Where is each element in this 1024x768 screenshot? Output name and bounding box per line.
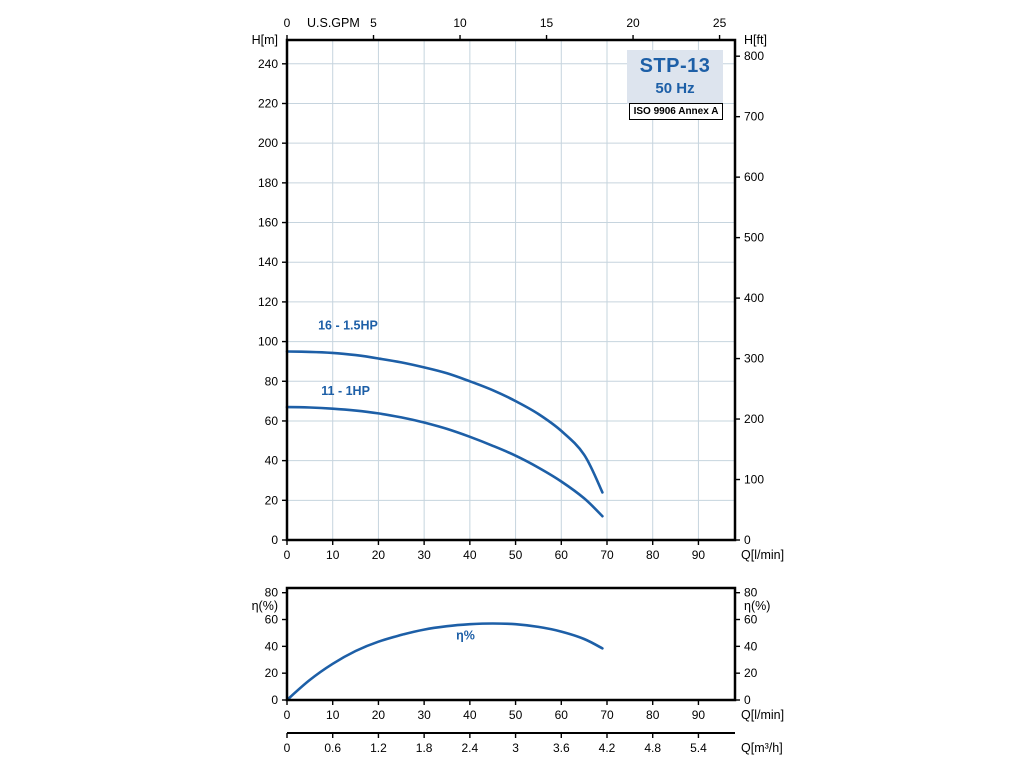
curve-label: 16 - 1.5HP	[318, 319, 378, 333]
title-box: STP-13 50 Hz	[627, 50, 723, 104]
x-tick-label: 60	[555, 548, 569, 562]
x-tick-label: 90	[692, 708, 706, 722]
curve-label: η%	[456, 629, 475, 643]
frequency-label: 50 Hz	[655, 80, 695, 97]
x-tick-label: 30	[417, 548, 431, 562]
right-tick-label: 100	[744, 473, 764, 487]
m3h-tick-label: 1.8	[416, 741, 433, 755]
eta-tick-label: 0	[271, 693, 278, 707]
y-tick-label: 100	[258, 335, 278, 349]
m3h-tick-label: 4.2	[599, 741, 616, 755]
m3h-tick-label: 5.4	[690, 741, 707, 755]
x-tick-label: 0	[284, 548, 291, 562]
y-tick-label: 120	[258, 295, 278, 309]
y-tick-label: 220	[258, 96, 278, 110]
right-tick-label: 300	[744, 352, 764, 366]
eta-tick-label: 20	[744, 666, 758, 680]
m3h-axis-label: Q[m³/h]	[741, 741, 783, 755]
eta-tick-label: 40	[265, 639, 279, 653]
right-tick-label: 800	[744, 49, 764, 63]
x-tick-label: 70	[600, 548, 614, 562]
pump-model-label: STP-13	[639, 55, 711, 77]
x-tick-label: 20	[372, 708, 386, 722]
main-chart-border	[285, 38, 737, 542]
x-axis-label: Q[l/min]	[741, 548, 784, 562]
x-tick-label: 80	[646, 548, 660, 562]
x-axis-label: Q[l/min]	[741, 708, 784, 722]
curve-16 - 1.5HP	[285, 350, 604, 494]
x-tick-label: 60	[555, 708, 569, 722]
eta-tick-label: 60	[744, 613, 758, 627]
top-tick-label: 15	[540, 16, 554, 30]
y-axis-label: H[m]	[252, 33, 278, 47]
x-tick-label: 40	[463, 708, 477, 722]
eta-tick-label: 20	[265, 666, 279, 680]
iso-standard-label: ISO 9906 Annex A	[629, 103, 723, 120]
y-tick-label: 200	[258, 136, 278, 150]
m3h-tick-label: 3.6	[553, 741, 570, 755]
y-tick-label: 160	[258, 216, 278, 230]
eta-axis-label: η(%)	[744, 599, 770, 613]
m3h-tick-label: 2.4	[462, 741, 479, 755]
efficiency-chart-border	[285, 586, 737, 702]
eta-tick-label: 80	[265, 586, 279, 600]
eta-tick-label: 60	[265, 613, 279, 627]
x-tick-label: 40	[463, 548, 477, 562]
y-tick-label: 20	[265, 493, 279, 507]
m3h-tick-label: 3	[512, 741, 519, 755]
top-tick-label: 10	[453, 16, 467, 30]
top-tick-label: 20	[626, 16, 640, 30]
top-axis-label: U.S.GPM	[307, 16, 360, 30]
y-tick-label: 140	[258, 255, 278, 269]
y-tick-label: 80	[265, 374, 279, 388]
x-tick-label: 0	[284, 708, 291, 722]
right-tick-label: 400	[744, 291, 764, 305]
eta-tick-label: 40	[744, 639, 758, 653]
x-tick-label: 10	[326, 548, 340, 562]
x-tick-label: 20	[372, 548, 386, 562]
top-tick-label: 5	[370, 16, 377, 30]
x-tick-label: 30	[417, 708, 431, 722]
x-tick-label: 50	[509, 708, 523, 722]
top-tick-label: 0	[284, 16, 291, 30]
y-tick-label: 240	[258, 57, 278, 71]
right-tick-label: 500	[744, 231, 764, 245]
m3h-tick-label: 4.8	[644, 741, 661, 755]
right-tick-label: 200	[744, 412, 764, 426]
y-tick-label: 40	[265, 454, 279, 468]
m3h-tick-label: 1.2	[370, 741, 387, 755]
y-tick-label: 60	[265, 414, 279, 428]
right-tick-label: 0	[744, 533, 751, 547]
right-tick-label: 600	[744, 170, 764, 184]
curve-label: 11 - 1HP	[321, 384, 370, 398]
curve-11 - 1HP	[285, 405, 604, 518]
right-tick-label: 700	[744, 110, 764, 124]
x-tick-label: 80	[646, 708, 660, 722]
x-tick-label: 10	[326, 708, 340, 722]
top-tick-label: 25	[713, 16, 727, 30]
x-tick-label: 90	[692, 548, 706, 562]
eta-tick-label: 0	[744, 693, 751, 707]
m3h-tick-label: 0.6	[324, 741, 341, 755]
y-tick-label: 180	[258, 176, 278, 190]
eta-tick-label: 80	[744, 586, 758, 600]
y-tick-label: 0	[271, 533, 278, 547]
curve-η%	[285, 622, 604, 702]
eta-axis-label: η(%)	[252, 599, 278, 613]
x-tick-label: 50	[509, 548, 523, 562]
x-tick-label: 70	[600, 708, 614, 722]
m3h-tick-label: 0	[284, 741, 291, 755]
right-axis-label: H[ft]	[744, 33, 767, 47]
